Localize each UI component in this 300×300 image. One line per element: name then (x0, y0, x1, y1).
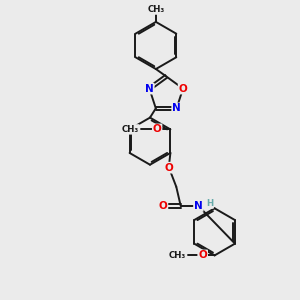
Text: O: O (159, 201, 167, 211)
Text: O: O (178, 84, 188, 94)
Text: H: H (206, 199, 213, 208)
Text: O: O (153, 124, 161, 134)
Text: CH₃: CH₃ (147, 5, 164, 14)
Text: O: O (165, 163, 173, 173)
Text: N: N (194, 201, 203, 211)
Text: CH₃: CH₃ (122, 125, 139, 134)
Text: O: O (198, 250, 207, 260)
Text: N: N (145, 84, 154, 94)
Text: N: N (172, 103, 181, 113)
Text: CH₃: CH₃ (169, 251, 186, 260)
